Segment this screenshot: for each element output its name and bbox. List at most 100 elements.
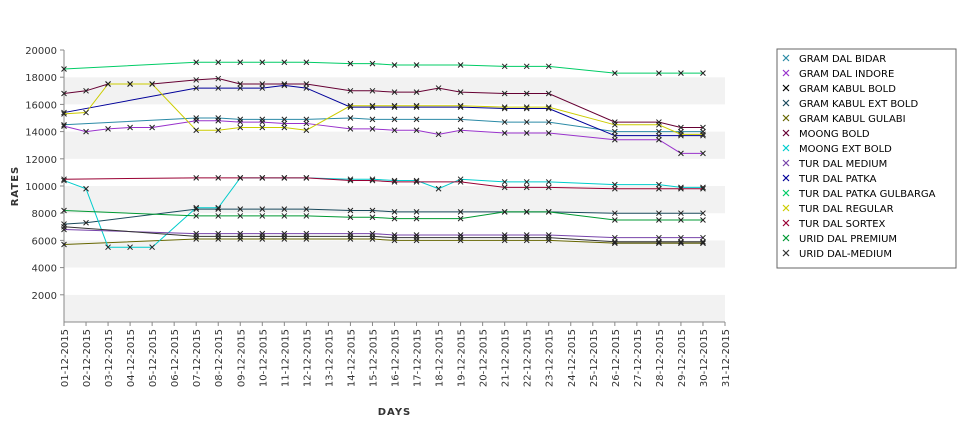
data-point — [193, 127, 200, 134]
data-point — [215, 174, 222, 181]
data-point — [303, 85, 310, 91]
data-point — [435, 131, 442, 138]
data-point — [303, 81, 310, 87]
data-point — [391, 116, 398, 123]
data-point — [193, 77, 200, 83]
legend-label: GRAM KABUL GULABI — [799, 114, 906, 125]
data-point — [501, 119, 508, 125]
x-tick-label: 20-12-2015 — [479, 329, 490, 387]
data-point — [237, 81, 244, 87]
legend-marker — [782, 129, 790, 137]
y-tick-label: 16000 — [25, 100, 57, 111]
data-point — [259, 119, 266, 125]
data-point — [523, 208, 530, 215]
data-point — [457, 62, 464, 68]
data-point — [193, 59, 200, 66]
data-point — [413, 62, 420, 68]
data-point — [61, 90, 67, 97]
chart-axes: 2000 4000 6000 8000 10000 12000 14000 16000 1800… — [25, 46, 732, 387]
data-point — [457, 208, 464, 215]
grid-band — [64, 294, 725, 322]
data-point — [237, 206, 244, 212]
data-point — [656, 128, 662, 135]
data-point — [435, 85, 442, 91]
data-point — [656, 121, 662, 128]
data-point — [303, 59, 310, 66]
legend-label: URID DAL PREMIUM — [799, 234, 897, 245]
legend-label: URID DAL-MEDIUM — [799, 249, 892, 260]
data-point — [303, 127, 310, 134]
x-tick-label: 19-12-2015 — [457, 329, 468, 387]
data-point — [61, 123, 67, 130]
legend-marker — [782, 69, 790, 77]
data-point — [215, 85, 222, 91]
data-point — [347, 207, 354, 214]
data-point — [281, 213, 288, 219]
x-tick-label: 16-12-2015 — [391, 329, 402, 387]
data-point — [369, 60, 376, 67]
grid-band — [64, 77, 725, 105]
data-point — [259, 81, 266, 87]
data-point — [369, 233, 376, 240]
data-point — [457, 89, 464, 96]
legend-marker — [782, 189, 790, 197]
x-tick-label: 17-12-2015 — [413, 329, 424, 387]
data-point — [83, 185, 89, 192]
data-point — [611, 128, 618, 135]
data-point — [259, 213, 266, 219]
data-point — [347, 126, 354, 132]
data-point — [237, 119, 244, 125]
x-tick-label: 31-12-2015 — [721, 329, 732, 387]
data-point — [700, 217, 706, 223]
x-tick-label: 30-12-2015 — [699, 329, 710, 387]
data-point — [281, 82, 288, 89]
x-tick-label: 05-12-2015 — [148, 329, 159, 387]
data-point — [237, 59, 244, 66]
data-point — [391, 208, 398, 215]
data-point — [700, 238, 706, 245]
x-tick-label: 13-12-2015 — [324, 329, 335, 387]
legend-marker — [782, 54, 790, 62]
data-point — [127, 124, 133, 131]
data-point — [127, 81, 133, 87]
data-point — [237, 124, 244, 131]
data-point — [523, 90, 530, 97]
x-tick-label: 27-12-2015 — [633, 329, 644, 387]
data-point — [105, 81, 111, 87]
data-point — [391, 215, 398, 222]
data-point — [413, 116, 420, 123]
data-point — [523, 104, 530, 110]
legend-marker — [782, 234, 790, 242]
data-point — [303, 213, 310, 219]
data-point — [391, 89, 398, 96]
data-point — [700, 185, 706, 192]
series-urid-dal-premium — [61, 207, 706, 223]
data-point — [678, 150, 684, 157]
data-point — [523, 184, 530, 191]
x-tick-label: 14-12-2015 — [346, 329, 357, 387]
data-point — [611, 181, 618, 188]
data-point — [611, 70, 618, 76]
data-point — [523, 179, 530, 185]
data-point — [523, 119, 530, 125]
data-point — [259, 174, 266, 181]
data-point — [656, 185, 662, 192]
y-tick-label: 18000 — [25, 73, 57, 84]
data-point — [369, 207, 376, 214]
data-point — [700, 210, 706, 217]
data-point — [611, 132, 618, 139]
x-tick-label: 03-12-2015 — [104, 329, 115, 387]
data-point — [83, 109, 89, 116]
data-point — [391, 62, 398, 68]
legend-marker — [782, 174, 790, 182]
x-axis-title: DAYS — [378, 407, 412, 418]
data-point — [215, 117, 222, 124]
legend-label: GRAM DAL BIDAR — [799, 54, 886, 65]
data-point — [369, 87, 376, 94]
data-point — [237, 213, 244, 219]
data-point — [457, 179, 464, 185]
data-point — [435, 185, 442, 192]
x-tick-label: 25-12-2015 — [589, 329, 600, 387]
x-tick-label: 04-12-2015 — [126, 329, 137, 387]
data-point — [700, 124, 706, 131]
